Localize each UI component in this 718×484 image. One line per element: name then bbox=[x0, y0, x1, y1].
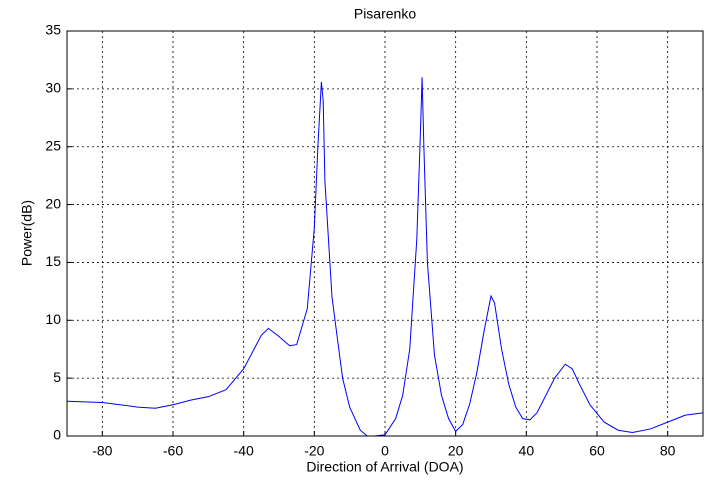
x-tick-label: -40 bbox=[234, 443, 254, 459]
x-tick-label: 80 bbox=[660, 443, 676, 459]
data-line bbox=[66, 77, 704, 437]
x-tick-label: -80 bbox=[92, 443, 112, 459]
y-tick-label: 30 bbox=[45, 80, 61, 96]
y-tick-label: 25 bbox=[45, 137, 61, 153]
x-tick-label: 0 bbox=[381, 443, 389, 459]
plot-frame bbox=[66, 30, 704, 437]
x-axis-label: Direction of Arrival (DOA) bbox=[306, 459, 463, 475]
y-tick-label: 15 bbox=[45, 253, 61, 269]
y-tick-label: 35 bbox=[45, 22, 61, 38]
y-tick-label: 0 bbox=[53, 427, 61, 443]
x-tick-label: 60 bbox=[589, 443, 605, 459]
x-tick-label: -60 bbox=[163, 443, 183, 459]
y-axis-label: Power(dB) bbox=[19, 200, 35, 266]
chart-title: Pisarenko bbox=[354, 6, 416, 22]
x-tick-label: 40 bbox=[519, 443, 535, 459]
x-tick-label: 20 bbox=[448, 443, 464, 459]
plot-area bbox=[67, 31, 703, 436]
x-tick-label: -20 bbox=[304, 443, 324, 459]
y-tick-label: 5 bbox=[53, 369, 61, 385]
y-tick-label: 10 bbox=[45, 311, 61, 327]
y-tick-label: 20 bbox=[45, 195, 61, 211]
